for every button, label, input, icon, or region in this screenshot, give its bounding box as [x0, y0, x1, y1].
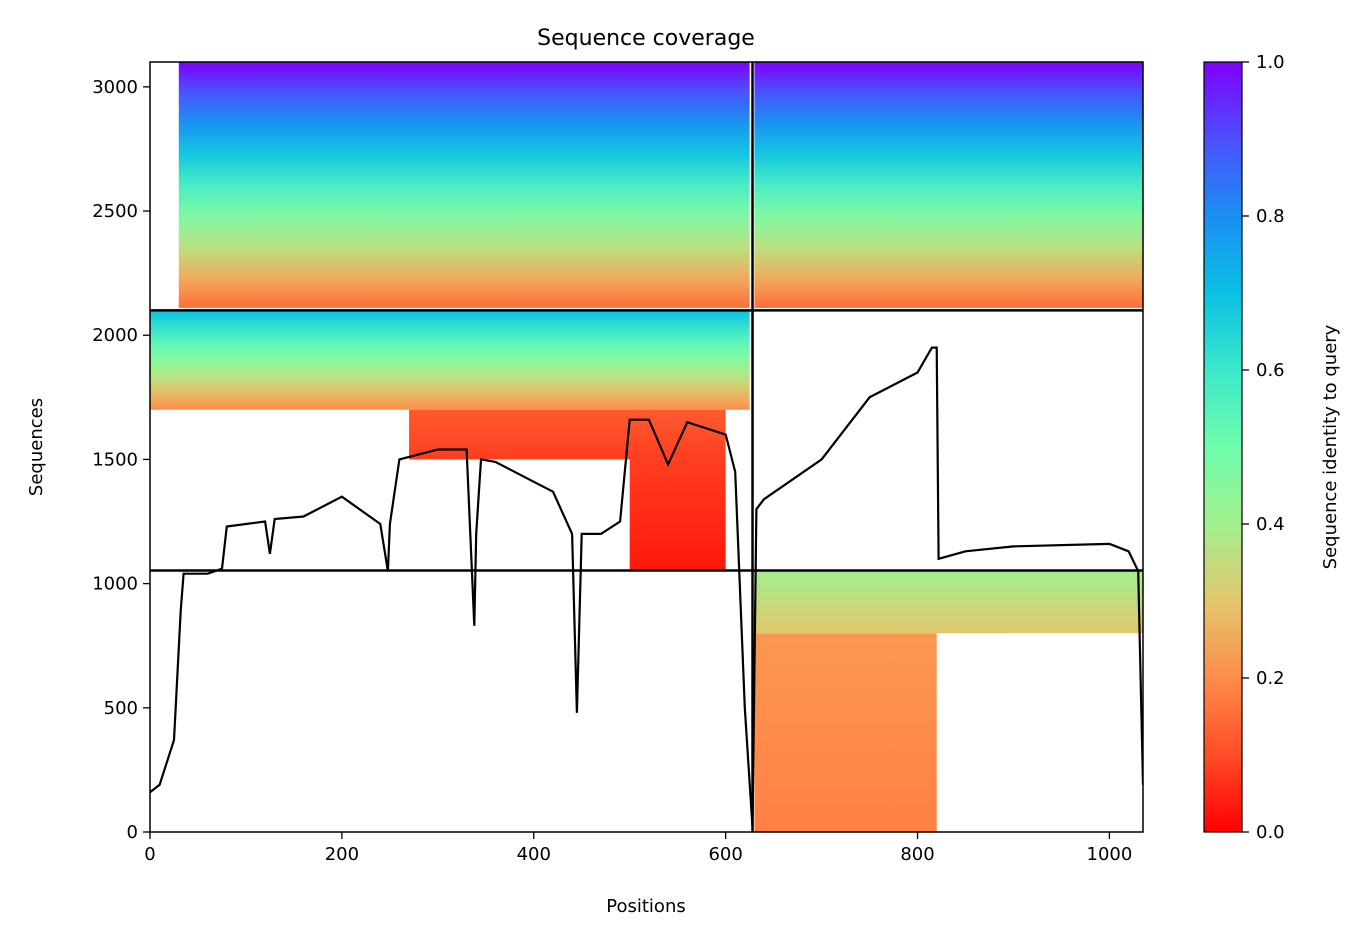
x-tick-label: 0 — [144, 844, 155, 865]
y-tick-label: 1000 — [92, 574, 138, 595]
chart-title: Sequence coverage — [537, 26, 755, 51]
colorbar-tick-label: 0.4 — [1256, 514, 1285, 535]
y-tick-label: 3000 — [92, 77, 138, 98]
coverage-block — [754, 570, 1143, 634]
colorbar-tick-label: 0.8 — [1256, 206, 1285, 227]
colorbar-label: Sequence identity to query — [1320, 324, 1341, 569]
colorbar-tick-label: 0.0 — [1256, 822, 1285, 843]
x-tick-label: 200 — [325, 844, 359, 865]
x-axis-label: Positions — [606, 896, 685, 917]
colorbar — [1203, 61, 1243, 833]
y-tick-label: 0 — [127, 822, 138, 843]
coverage-block — [629, 459, 726, 571]
y-axis-label: Sequences — [26, 398, 47, 496]
x-tick-label: 600 — [708, 844, 742, 865]
coverage-block — [754, 633, 937, 832]
coverage-block — [754, 62, 1143, 308]
colorbar-tick-label: 1.0 — [1256, 52, 1285, 73]
plot-frame — [149, 61, 1144, 833]
coverage-block — [150, 310, 750, 410]
colorbar-tick-label: 0.6 — [1256, 360, 1285, 381]
coverage-block — [409, 409, 726, 460]
y-tick-label: 2500 — [92, 201, 138, 222]
y-tick-label: 1500 — [92, 449, 138, 470]
y-tick-label: 2000 — [92, 325, 138, 346]
x-tick-label: 800 — [900, 844, 934, 865]
coverage-block — [178, 62, 750, 308]
coverage-line — [150, 346, 1143, 828]
x-tick-label: 400 — [517, 844, 551, 865]
colorbar-tick-label: 0.2 — [1256, 668, 1285, 689]
y-tick-label: 500 — [104, 698, 138, 719]
x-tick-label: 1000 — [1087, 844, 1133, 865]
plot-area — [150, 62, 1143, 832]
